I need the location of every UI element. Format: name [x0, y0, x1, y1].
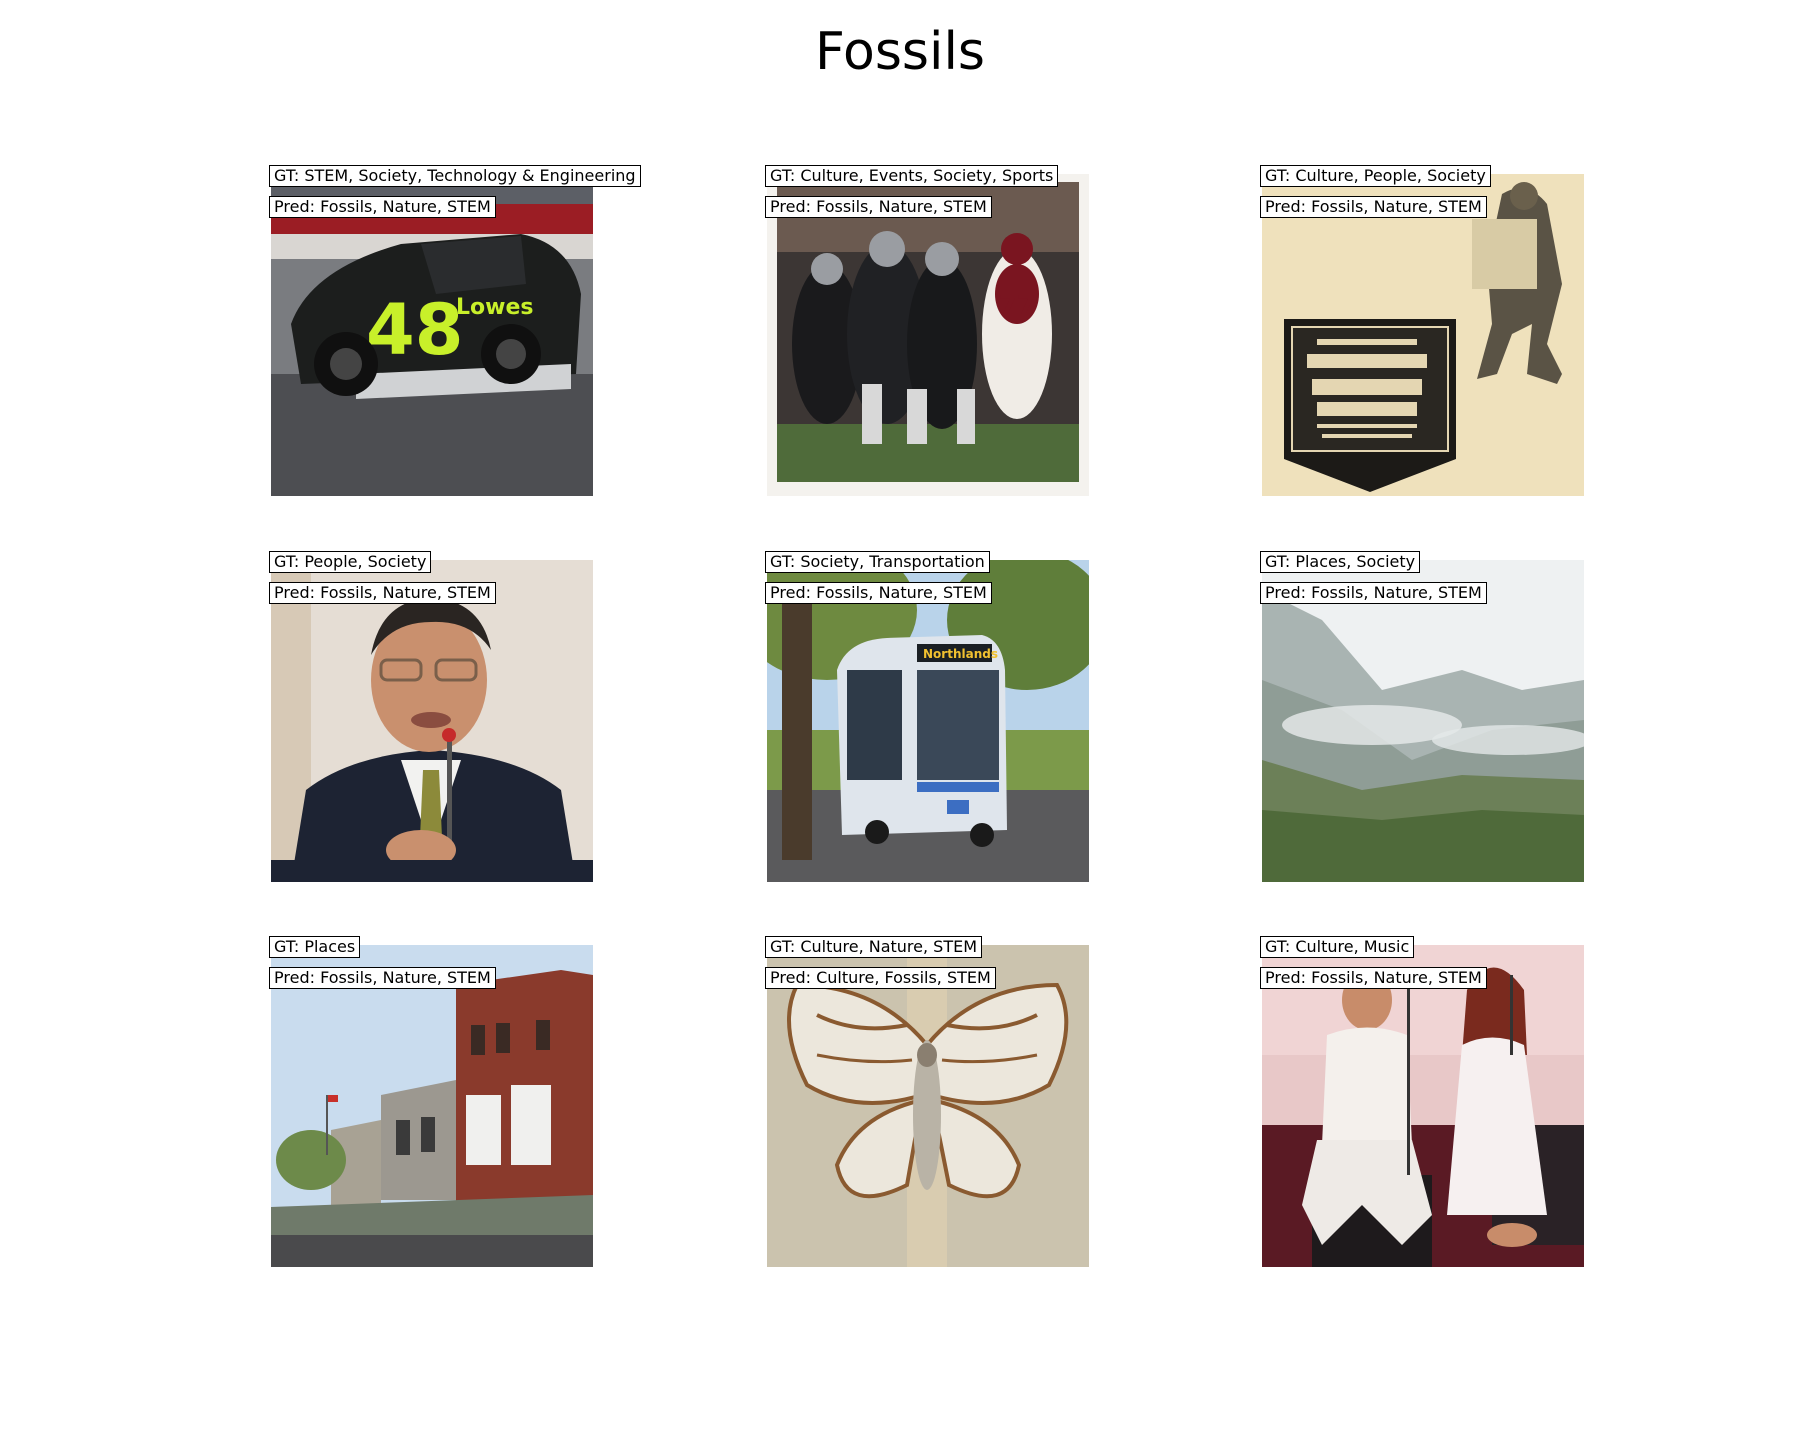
- gt-label: GT: Culture, Nature, STEM: [765, 936, 983, 958]
- pred-label: Pred: Culture, Fossils, STEM: [765, 967, 996, 989]
- svg-text:Lowes: Lowes: [456, 295, 533, 320]
- pred-label: Pred: Fossils, Nature, STEM: [1260, 196, 1487, 218]
- misty-mountains-image: [1262, 560, 1584, 882]
- svg-text:77: 77: [999, 291, 1035, 321]
- image-panel: GT: Places Pred: Fossils, Nature, STEM: [269, 936, 593, 1267]
- svg-text:48: 48: [366, 289, 463, 371]
- image-panel: 48 Lowes GT: STEM, Society, Technology &…: [269, 165, 641, 496]
- gt-label: GT: Culture, Events, Society, Sports: [765, 165, 1059, 187]
- football-players-image: 77: [767, 174, 1089, 496]
- image-panel: 77 GT: Culture, Events, Society, Sports …: [765, 165, 1089, 496]
- gt-label: GT: People, Society: [269, 551, 432, 573]
- gt-label: GT: Culture, People, Society: [1260, 165, 1491, 187]
- pred-label: Pred: Fossils, Nature, STEM: [765, 582, 992, 604]
- man-speaking-image: [271, 560, 593, 882]
- pred-label: Pred: Fossils, Nature, STEM: [765, 196, 992, 218]
- city-bus-image: Northlands: [767, 560, 1089, 882]
- moth-specimen-image: [767, 945, 1089, 1267]
- gt-label: GT: STEM, Society, Technology & Engineer…: [269, 165, 641, 187]
- vintage-poster-image: [1262, 174, 1584, 496]
- image-panel: GT: Culture, Music Pred: Fossils, Nature…: [1260, 936, 1584, 1267]
- image-panel: Northlands GT: Society, Transportation P…: [765, 551, 1089, 882]
- gt-label: GT: Places: [269, 936, 361, 958]
- image-panel: GT: People, Society Pred: Fossils, Natur…: [269, 551, 593, 882]
- pred-label: Pred: Fossils, Nature, STEM: [269, 967, 496, 989]
- town-street-image: [271, 945, 593, 1267]
- gt-label: GT: Places, Society: [1260, 551, 1421, 573]
- gt-label: GT: Society, Transportation: [765, 551, 990, 573]
- pred-label: Pred: Fossils, Nature, STEM: [1260, 582, 1487, 604]
- image-panel: GT: Places, Society Pred: Fossils, Natur…: [1260, 551, 1584, 882]
- pred-label: Pred: Fossils, Nature, STEM: [269, 582, 496, 604]
- race-car-image: 48 Lowes: [271, 174, 593, 496]
- pred-label: Pred: Fossils, Nature, STEM: [1260, 967, 1487, 989]
- gt-label: GT: Culture, Music: [1260, 936, 1415, 958]
- image-panel: GT: Culture, People, Society Pred: Fossi…: [1260, 165, 1584, 496]
- singers-on-stage-image: [1262, 945, 1584, 1267]
- image-panel: GT: Culture, Nature, STEM Pred: Culture,…: [765, 936, 1089, 1267]
- svg-text:Northlands: Northlands: [923, 647, 998, 661]
- figure-title: Fossils: [814, 22, 986, 82]
- pred-label: Pred: Fossils, Nature, STEM: [269, 196, 496, 218]
